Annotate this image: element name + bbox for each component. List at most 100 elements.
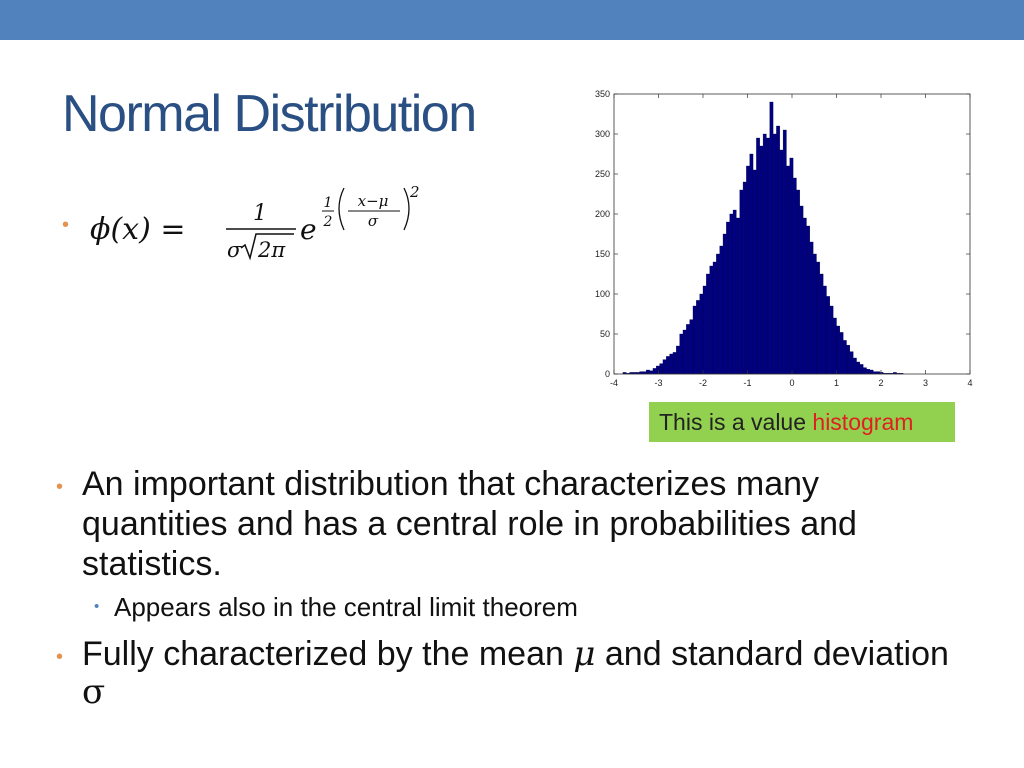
histogram-bar bbox=[809, 241, 814, 375]
histogram-bar bbox=[856, 361, 861, 375]
histogram-bar bbox=[679, 333, 684, 375]
y-tick-label: 100 bbox=[595, 289, 610, 299]
histogram-bar bbox=[806, 225, 810, 375]
histogram-bar bbox=[729, 213, 734, 375]
formula-denominator-sigma: σ bbox=[227, 238, 242, 262]
caption-text: This is a value bbox=[659, 409, 813, 435]
histogram-bar bbox=[802, 217, 807, 375]
formula-exp-power: 2 bbox=[409, 183, 420, 201]
bullet-dot: • bbox=[62, 214, 70, 236]
histogram-bar bbox=[746, 165, 750, 375]
histogram-bar bbox=[822, 285, 827, 375]
histogram-bar bbox=[866, 369, 871, 375]
histogram-bar bbox=[846, 345, 851, 375]
histogram-bar bbox=[726, 221, 730, 375]
histogram-bar bbox=[792, 177, 797, 375]
histogram-bar bbox=[709, 265, 714, 375]
y-tick-label: 350 bbox=[595, 89, 610, 99]
y-tick-label: 0 bbox=[605, 369, 610, 379]
x-tick-label: -4 bbox=[610, 378, 618, 388]
normal-pdf-formula: ϕ(x) = 1 σ 2π e 1 2 x−μ σ 2 bbox=[90, 183, 420, 262]
histogram-bar bbox=[786, 165, 790, 375]
histogram-bar bbox=[762, 133, 767, 375]
histogram-bar bbox=[712, 261, 717, 375]
histogram-bar bbox=[716, 253, 720, 375]
histogram-bar bbox=[682, 329, 687, 375]
formula-exp-denominator: σ bbox=[368, 212, 379, 230]
histogram-bar bbox=[833, 317, 837, 375]
histogram-bar bbox=[739, 189, 744, 375]
histogram-bar bbox=[649, 370, 654, 375]
histogram-bar bbox=[796, 189, 800, 375]
formula-base-e: e bbox=[300, 213, 317, 246]
histogram-bar bbox=[666, 356, 670, 375]
histogram-bar bbox=[756, 137, 760, 375]
histogram-bar bbox=[696, 300, 700, 375]
histogram-bar bbox=[779, 149, 784, 375]
caption-highlight: histogram bbox=[812, 409, 914, 435]
top-accent-bar bbox=[0, 0, 1024, 40]
histogram-bar bbox=[722, 233, 727, 375]
histogram-chart: -4 -3 -2 -1 0 1 2 3 4 0 50 100 150 200 250 300 350 bbox=[595, 89, 973, 388]
left-paren-icon bbox=[338, 187, 345, 231]
bullet-mean-std: Fully characterized by the mean μ and st… bbox=[82, 635, 962, 711]
histogram-bar bbox=[692, 305, 697, 375]
histogram-bar bbox=[766, 137, 770, 375]
histogram-bar bbox=[839, 332, 844, 375]
formula-exp-numerator: x−μ bbox=[358, 192, 389, 210]
histogram-bar bbox=[752, 169, 757, 375]
histogram-bar bbox=[652, 368, 657, 375]
formula-exp-half-num: 1 bbox=[324, 195, 333, 211]
bullet-mean-text: Fully characterized by the mean bbox=[82, 635, 574, 673]
x-tick-label: 3 bbox=[923, 378, 928, 388]
x-tick-label: 4 bbox=[967, 378, 972, 388]
histogram-bar bbox=[789, 157, 794, 375]
histogram-bar bbox=[659, 363, 664, 375]
histogram-bar bbox=[782, 129, 787, 375]
histogram-bar bbox=[769, 101, 774, 375]
histogram-bar bbox=[776, 125, 780, 375]
histogram-bar bbox=[759, 145, 764, 375]
histogram-bar bbox=[819, 273, 824, 375]
histogram-bar bbox=[816, 261, 820, 375]
bullet-mean-middle: and standard deviation bbox=[595, 635, 949, 673]
histogram-bar bbox=[843, 340, 847, 375]
histogram-bar bbox=[836, 325, 840, 375]
histogram-bar bbox=[812, 253, 817, 375]
sigma-symbol: σ bbox=[82, 672, 106, 712]
sub-bullet-dot: • bbox=[94, 598, 100, 615]
histogram-bar bbox=[706, 273, 710, 375]
histogram-bar bbox=[859, 364, 864, 375]
histogram-bar bbox=[732, 209, 737, 375]
histogram-bar bbox=[849, 351, 854, 375]
histogram-bar bbox=[676, 345, 680, 375]
histogram-bar bbox=[853, 357, 857, 375]
x-tick-label: 1 bbox=[834, 378, 839, 388]
right-paren-icon bbox=[403, 187, 410, 231]
y-tick-label: 50 bbox=[600, 329, 610, 339]
histogram-bar bbox=[689, 319, 694, 375]
x-tick-label: -2 bbox=[699, 378, 707, 388]
histogram-bar bbox=[799, 205, 804, 375]
x-tick-label: 0 bbox=[789, 378, 794, 388]
bullet-dot: • bbox=[56, 646, 64, 668]
histogram-bar bbox=[699, 293, 704, 375]
y-tick-label: 300 bbox=[595, 129, 610, 139]
x-tick-label: -1 bbox=[743, 378, 751, 388]
histogram-bar bbox=[869, 369, 874, 375]
square-root-icon bbox=[240, 233, 294, 261]
mu-symbol: μ bbox=[573, 634, 596, 674]
histogram-bar bbox=[669, 353, 674, 375]
bullet-important-distribution: An important distribution that character… bbox=[82, 465, 857, 583]
histogram-bar bbox=[829, 305, 834, 375]
histogram-bar bbox=[719, 245, 724, 375]
histogram-bar bbox=[662, 359, 667, 375]
formula-denominator-root: 2π bbox=[257, 238, 286, 262]
histogram-bar bbox=[826, 296, 830, 375]
histogram-bar bbox=[672, 352, 677, 375]
x-tick-label: -3 bbox=[654, 378, 662, 388]
histogram-bar bbox=[749, 153, 754, 375]
histogram-bar bbox=[863, 367, 867, 375]
histogram-bar bbox=[736, 217, 740, 375]
sub-bullet-central-limit: Appears also in the central limit theore… bbox=[114, 592, 578, 622]
